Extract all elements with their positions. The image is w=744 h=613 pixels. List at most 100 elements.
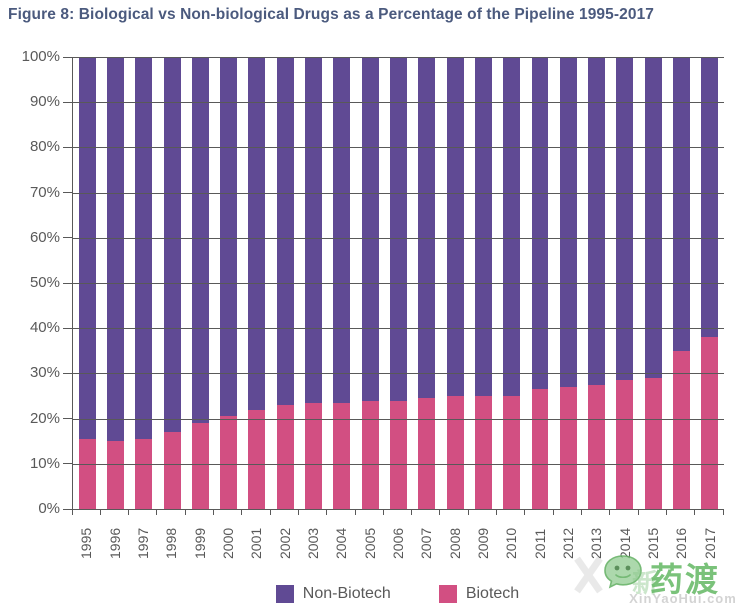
bars-layer [73,57,724,509]
bar-segment-biotech-2007 [418,398,436,509]
y-tick-label-30pct: 30% [29,364,60,382]
bar-segment-biotech-2016 [673,350,691,509]
y-tick-label-50pct: 50% [29,274,60,291]
y-axis-ticks [63,56,72,510]
legend-label-non-biotech: Non-Biotech [302,585,391,602]
x-tick-mark [213,509,215,515]
y-tick-mark [63,372,72,374]
bar-segment-biotech-2003 [305,402,323,509]
bar-segment-biotech-2002 [276,405,294,509]
x-tick-mark [467,509,469,515]
x-tick-mark [156,509,158,515]
y-tick-label-70pct: 70% [29,183,60,201]
bar-segment-biotech-2000 [220,416,238,509]
bar-segment-non-biotech-1995 [78,57,96,439]
y-tick-mark [63,192,72,194]
bar-segment-non-biotech-2014 [616,57,634,381]
x-tick-mark [609,509,611,515]
x-tick-mark [665,509,667,515]
x-tick-label-2011: 2011 [531,528,548,559]
bar-segment-biotech-2006 [390,400,407,509]
x-tick-label-1998: 1998 [163,527,180,559]
y-tick-label-40pct: 40% [29,319,60,337]
x-tick-mark [694,509,696,515]
x-tick-label-2005: 2005 [361,527,378,559]
bar-segment-non-biotech-2017 [701,57,719,338]
legend-item-biotech: Biotech [438,585,520,603]
x-tick-label-1996: 1996 [106,527,123,559]
x-tick-label-2008: 2008 [446,527,463,559]
x-tick-mark [580,509,582,515]
bar-segment-non-biotech-2000 [220,57,238,417]
bar-segment-non-biotech-2007 [418,57,436,399]
bar-segment-non-biotech-2011 [531,57,549,390]
x-tick-mark [241,509,243,515]
bar-segment-non-biotech-2005 [361,57,379,401]
x-tick-mark [382,509,384,515]
legend-swatch-non-biotech-icon [275,585,294,603]
bar-segment-biotech-1998 [163,432,181,509]
y-axis-labels: 100% 90% 80% 70% 60% 50% 40% 30% 20% 10% 0% [0,48,60,517]
x-tick-mark [722,509,724,515]
bar-segment-non-biotech-2012 [559,57,577,387]
y-tick-label-0pct: 0% [38,500,60,517]
bar-segment-non-biotech-1999 [191,57,209,424]
y-tick-label-100pct: 100% [21,48,60,65]
bar-segment-biotech-1997 [135,438,153,509]
figure-title: Figure 8: Biological vs Non-biological D… [8,6,655,23]
x-tick-mark [411,509,413,515]
y-tick-mark [63,418,72,420]
bar-segment-non-biotech-2016 [673,57,691,351]
bar-segment-biotech-2008 [446,396,464,509]
x-tick-label-2007: 2007 [418,527,435,559]
bar-segment-non-biotech-2006 [390,57,407,401]
y-tick-mark [63,237,72,239]
y-tick-mark [63,463,72,465]
bar-segment-biotech-2009 [474,396,492,509]
x-tick-label-2010: 2010 [503,527,520,559]
bar-segment-biotech-2004 [333,402,351,509]
x-tick-mark [552,509,554,515]
legend-item-non-biotech: Non-Biotech [275,585,391,603]
x-tick-mark [184,509,186,515]
y-tick-label-10pct: 10% [29,454,60,472]
y-tick-label-60pct: 60% [29,228,60,246]
y-tick-mark [63,508,72,510]
y-tick-mark [63,146,72,148]
bar-segment-biotech-2011 [531,389,549,509]
watermark-x-shape [570,555,604,595]
x-tick-label-2006: 2006 [390,527,406,559]
x-tick-mark [128,509,130,515]
bar-segment-biotech-1996 [106,441,124,509]
x-tick-label-2004: 2004 [333,527,350,559]
watermark: 新 药渡 XinYaoHui.com [584,541,744,613]
bar-segment-biotech-2012 [559,386,577,509]
legend-label-biotech: Biotech [465,585,520,602]
watermark-site-text: XinYaoHui.com [629,591,737,606]
x-tick-label-2009: 2009 [475,527,492,559]
plot-area [72,57,724,510]
chat-bubble-icon [604,555,642,589]
x-tick-mark [354,509,356,515]
legend-swatch-biotech-icon [438,585,457,603]
y-tick-label-90pct: 90% [29,93,60,111]
bar-segment-non-biotech-2010 [503,57,521,396]
x-tick-label-2003: 2003 [304,527,321,559]
y-tick-mark [63,56,72,58]
bar-segment-biotech-2015 [644,377,662,509]
bar-segment-non-biotech-1997 [135,57,153,439]
bar-segment-non-biotech-2002 [276,57,294,406]
bar-segment-biotech-1999 [191,423,209,509]
y-tick-label-20pct: 20% [29,409,60,427]
x-tick-label-2000: 2000 [219,527,236,559]
bar-segment-biotech-2017 [701,337,719,509]
x-axis-ticks [71,509,724,515]
x-tick-label-2002: 2002 [276,527,293,559]
x-tick-mark [496,509,498,515]
y-tick-mark [63,327,72,329]
x-tick-label-1997: 1997 [134,527,151,559]
bar-segment-biotech-2001 [248,409,266,509]
x-tick-label-1995: 1995 [78,527,95,559]
watermark-faint-character: 新 [632,568,659,598]
